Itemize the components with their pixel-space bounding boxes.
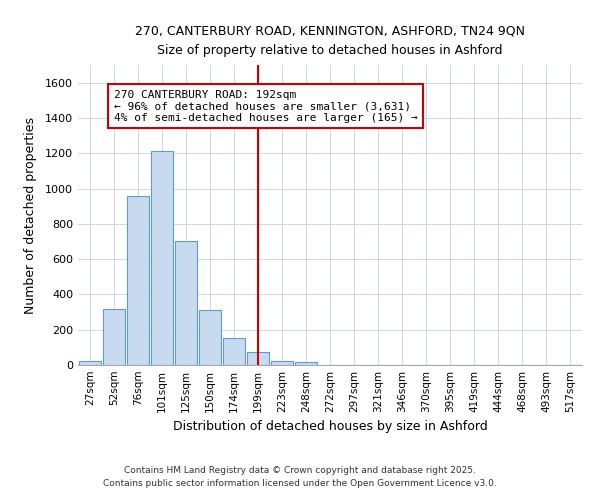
Bar — [199, 310, 221, 365]
Bar — [79, 362, 101, 365]
Bar — [103, 310, 125, 365]
Title: 270, CANTERBURY ROAD, KENNINGTON, ASHFORD, TN24 9QN
Size of property relative to: 270, CANTERBURY ROAD, KENNINGTON, ASHFOR… — [135, 25, 525, 57]
Bar — [127, 196, 149, 365]
Bar — [271, 360, 293, 365]
Text: 270 CANTERBURY ROAD: 192sqm
← 96% of detached houses are smaller (3,631)
4% of s: 270 CANTERBURY ROAD: 192sqm ← 96% of det… — [114, 90, 418, 123]
Bar — [295, 362, 317, 365]
Y-axis label: Number of detached properties: Number of detached properties — [23, 116, 37, 314]
X-axis label: Distribution of detached houses by size in Ashford: Distribution of detached houses by size … — [173, 420, 487, 434]
Bar — [151, 152, 173, 365]
Bar — [223, 338, 245, 365]
Text: Contains HM Land Registry data © Crown copyright and database right 2025.
Contai: Contains HM Land Registry data © Crown c… — [103, 466, 497, 487]
Bar — [247, 352, 269, 365]
Bar — [175, 242, 197, 365]
